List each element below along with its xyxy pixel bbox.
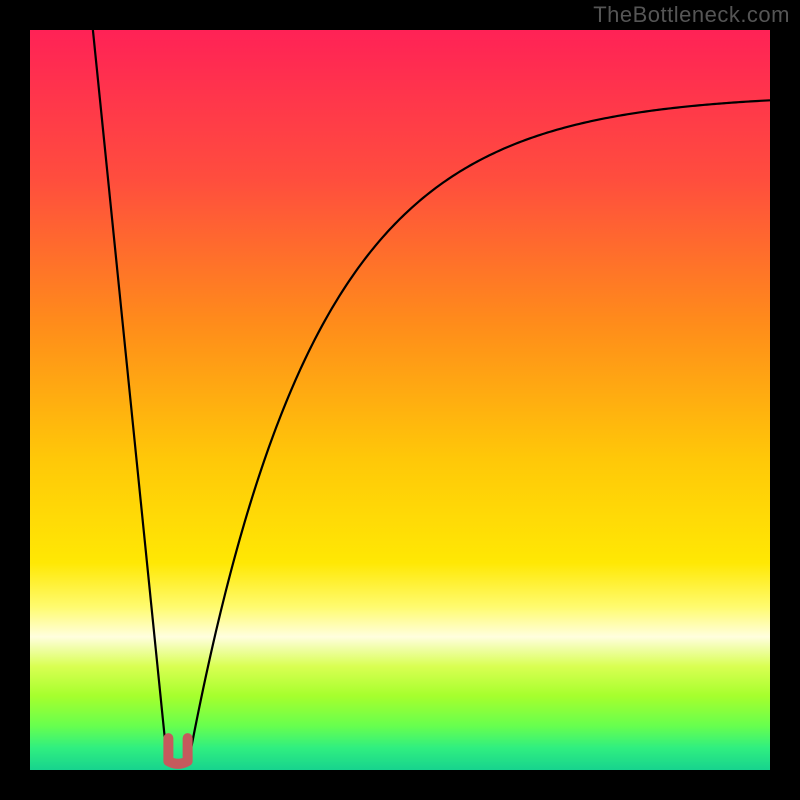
gradient-background <box>30 30 770 770</box>
figure-root: TheBottleneck.com <box>0 0 800 800</box>
chart-svg <box>30 30 770 770</box>
watermark-text: TheBottleneck.com <box>593 2 790 28</box>
plot-area <box>30 30 770 770</box>
